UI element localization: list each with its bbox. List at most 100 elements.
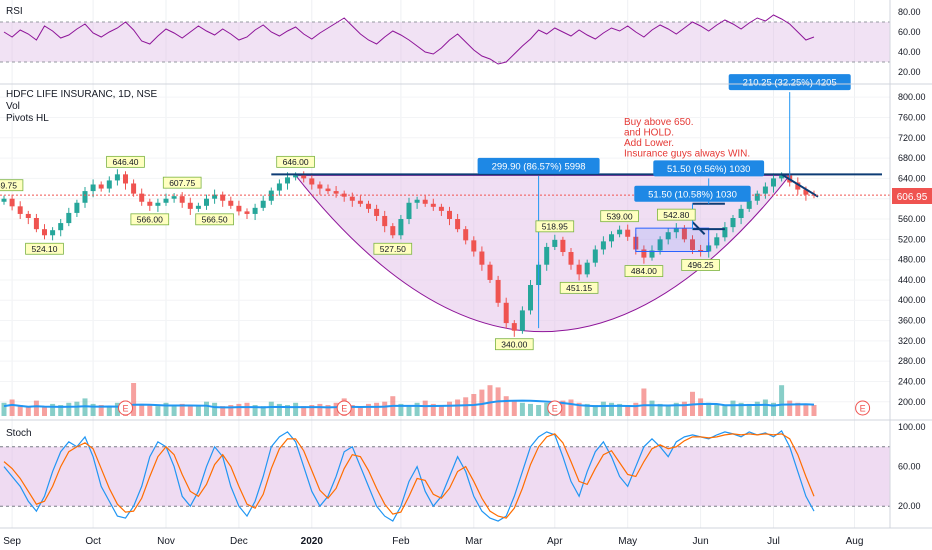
pivot-label-box [373,242,413,255]
pivot-label: 566.50 [202,214,228,224]
volume-ma-line [3,399,815,409]
trade-note[interactable]: Buy above 650.and HOLD.Add Lower.Insuran… [624,117,750,160]
volume-bar [17,405,23,416]
volume-bar [438,405,444,416]
volume-bar [544,402,550,416]
rsi-pane[interactable]: RSI 80.00 60.00 40.00 20.00 [0,6,921,77]
measure-tools[interactable]: 210.25 (32.25%) 4205 299.90 (86.57%) 5998… [477,74,851,329]
candle-body [673,228,679,233]
volume-bar [114,402,120,416]
candle-body [25,213,31,218]
price-pane[interactable]: 210.25 (32.25%) 4205 299.90 (86.57%) 5998… [0,74,932,416]
volume-bar [673,402,679,416]
pane-separators [0,0,932,529]
flag-mark [691,221,706,235]
volume-bar [803,403,809,416]
candle-body [600,241,606,250]
pivot-label: 607.75 [169,178,195,188]
candle-body [617,229,623,235]
stoch-label: Stoch [6,428,32,439]
candle-body [293,175,299,178]
stoch-tick-label: 60.00 [898,462,921,472]
falling-trendline[interactable] [781,173,819,198]
candle-body [576,264,582,275]
stoch-d-line [3,433,815,519]
candle-body [447,210,452,220]
volume-bar [560,400,566,416]
candle-body [560,239,566,253]
pivot-label: 451.15 [566,283,592,293]
pivot-label: 646.40 [113,157,139,167]
volume-bar [609,402,614,416]
candle-body [74,202,80,213]
volume-bar [625,405,631,416]
volume-bar [357,406,363,416]
stoch-pane[interactable]: Stoch 100.00 60.00 20.00 [0,422,926,522]
pivot-label-box [106,155,145,168]
candle-body [33,218,39,230]
pivot-labels: 549.75 524.10 646.40 566.00 607.75 566.50 646.… [0,155,720,351]
volume-bar [641,388,647,416]
candle-body [147,201,153,206]
volume-bar [260,406,266,416]
volume-bar [600,401,606,416]
candle-body [438,206,444,211]
last-price-badge [892,188,932,204]
volume-bar [430,403,436,416]
pivot-label: 549.75 [0,180,17,190]
price-tick-label: 320.00 [898,336,926,346]
measure-label: 51.50 (9.56%) 1030 [667,164,750,175]
earnings-marker [336,400,352,416]
rsi-tick-label: 60.00 [898,27,921,37]
volume-bar [795,402,801,416]
candle-body [244,211,250,214]
volume-bar [42,406,47,416]
stoch-tick-label: 20.00 [898,501,921,511]
candle-body [714,237,720,246]
candle-body [374,208,380,216]
price-tick-label: 280.00 [898,356,926,366]
volume-bar [325,405,331,416]
time-tick-label: Jun [693,536,709,547]
price-tick-label: 480.00 [898,255,926,265]
volume-bar [617,403,623,416]
candle-body [317,184,323,189]
earnings-letter: E [860,403,866,413]
pivot-label-box [130,213,170,226]
rsi-band [0,22,890,62]
candle-body [722,227,728,238]
candle-body [544,246,550,265]
volume-bar [187,406,193,416]
pivot-label-box [681,259,720,271]
candle-body [690,239,695,250]
volume-bar [9,399,15,416]
time-tick-label: 2020 [301,536,324,547]
candle-body [430,203,436,207]
pivot-label-box [276,155,315,168]
flag-box[interactable] [635,227,710,253]
candle-body [309,178,315,185]
volume-bar [414,402,420,416]
candle-body [325,188,331,192]
volume-bar [487,385,493,416]
volume-bar [155,406,161,416]
volume-bar [681,401,687,416]
price-axis: 800.00760.00720.00680.00640.00600.00560.… [898,92,926,407]
volume-bar [754,401,760,416]
candle-body [82,191,88,203]
candle-body [268,190,274,201]
price-tick-label: 440.00 [898,275,926,285]
earnings-marker [855,400,871,416]
volume-bar [771,402,776,416]
pivots-indicator-label: Pivots HL [6,113,49,124]
measure-label-box [634,185,751,202]
stoch-k-line [3,430,815,522]
volume-bar [657,403,663,416]
trade-note-line: and HOLD. [624,128,674,139]
candle-body [171,196,177,199]
volume-bar [406,405,412,416]
candle-body [131,183,137,194]
pivot-label: 542.80 [663,210,689,220]
